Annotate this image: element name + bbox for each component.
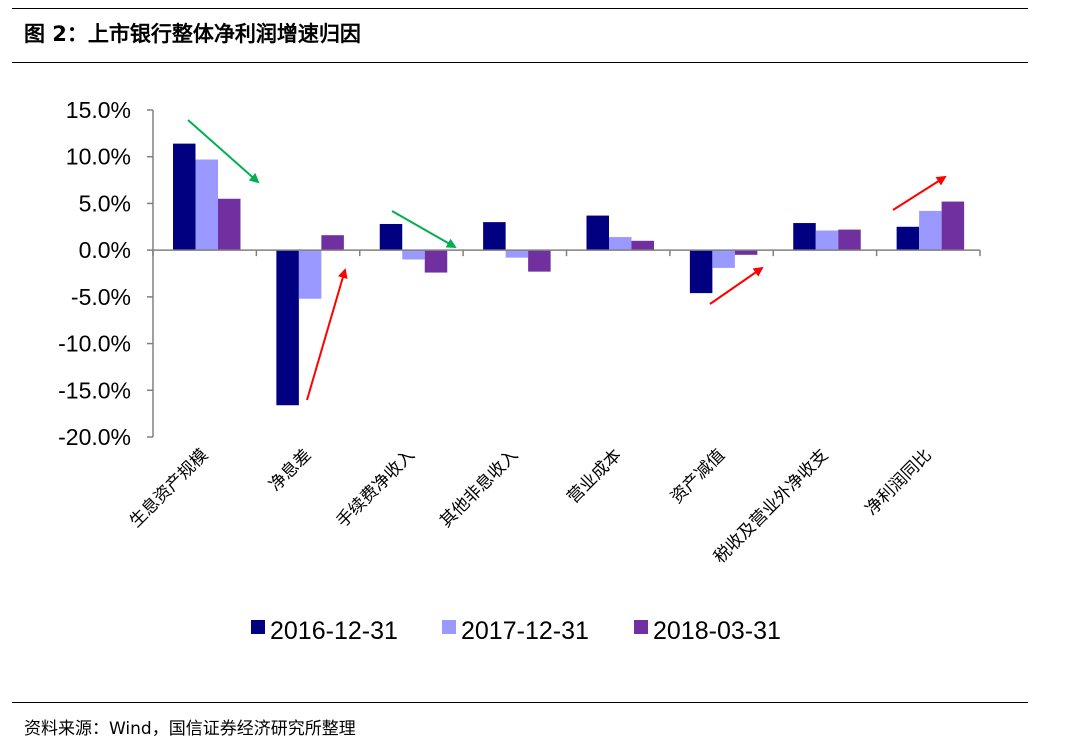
- legend-label: 2017-12-31: [461, 617, 589, 645]
- legend-swatch: [634, 620, 648, 634]
- green-trend-arrow: [391, 210, 457, 248]
- red-trend-arrow: [892, 175, 947, 211]
- bar: [528, 250, 551, 272]
- bar: [218, 198, 241, 251]
- green-trend-arrow: [187, 119, 260, 184]
- category-label: 净利润同比: [862, 445, 936, 519]
- bar: [173, 143, 196, 251]
- category-label: 净息差: [265, 445, 315, 495]
- y-tick-label: 0.0%: [79, 237, 131, 263]
- y-tick-label: 15.0%: [66, 97, 131, 123]
- bar-chart: 15.0% 10.0% 5.0% 0.0% -5.0% -10.0% -15.0% -20.0…: [58, 97, 981, 645]
- red-trend-arrow: [306, 268, 348, 401]
- legend-swatch: [442, 620, 456, 634]
- red-trend-arrow: [709, 266, 764, 305]
- category-label: 营业成本: [563, 445, 625, 507]
- bar: [838, 229, 861, 251]
- bar: [276, 250, 299, 406]
- figure-title: 图 2：上市银行整体净利润增速归因: [24, 22, 361, 46]
- bar: [321, 235, 344, 251]
- bar: [712, 250, 735, 268]
- title-rule: [12, 62, 1028, 63]
- bar: [609, 237, 632, 251]
- bar: [689, 250, 713, 294]
- bottom-rule: [12, 702, 1028, 703]
- bar: [734, 250, 758, 255]
- y-tick-label: 5.0%: [79, 190, 131, 216]
- category-label: 资产减值: [667, 445, 729, 507]
- category-label: 税收及营业外净收支: [710, 445, 832, 567]
- bar: [379, 223, 403, 251]
- bar: [896, 226, 920, 251]
- bar: [631, 240, 654, 251]
- bar: [793, 223, 816, 251]
- top-rule: [12, 8, 1028, 9]
- bar: [298, 250, 322, 299]
- bar: [815, 230, 839, 251]
- bar: [505, 250, 529, 258]
- y-tick-label: 10.0%: [66, 144, 131, 170]
- legend-label: 2016-12-31: [270, 617, 398, 645]
- y-tick-label: -5.0%: [71, 284, 131, 310]
- bar: [919, 210, 942, 251]
- category-label: 其他非息收入: [436, 445, 522, 531]
- bar: [195, 159, 218, 251]
- bar: [941, 201, 965, 251]
- bar: [483, 222, 506, 251]
- bar: [586, 215, 609, 251]
- y-tick-label: -10.0%: [58, 331, 131, 357]
- bar: [424, 250, 448, 273]
- category-label: 生息资产规模: [126, 445, 212, 531]
- category-label: 手续费净收入: [333, 445, 419, 531]
- y-tick-label: -15.0%: [58, 377, 131, 403]
- y-tick-label: -20.0%: [58, 424, 131, 450]
- bar: [402, 250, 425, 260]
- source-note: 资料来源：Wind，国信证券经济研究所整理: [24, 719, 356, 739]
- plot-area: 15.0% 10.0% 5.0% 0.0% -5.0% -10.0% -15.0% -20.0…: [58, 97, 981, 645]
- legend-label: 2018-03-31: [653, 617, 781, 645]
- legend-swatch: [251, 620, 265, 634]
